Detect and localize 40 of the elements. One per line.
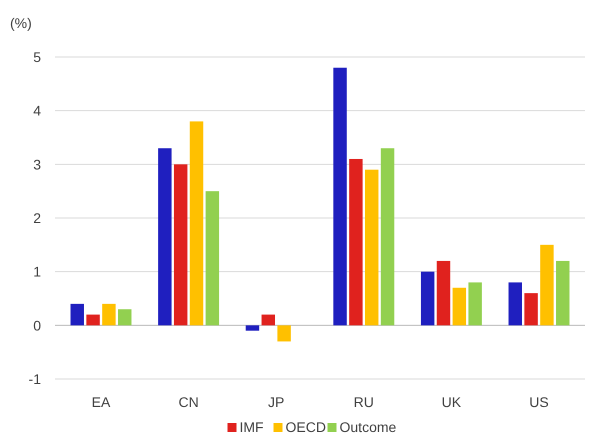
y-tick-label: 5 [33, 49, 42, 65]
x-tick-label: EA [92, 394, 111, 410]
bar [380, 148, 394, 326]
bar [102, 304, 116, 326]
bar [508, 282, 522, 326]
y-tick-label: 2 [33, 210, 42, 226]
bar [420, 272, 434, 326]
bar [468, 282, 482, 326]
y-tick-label: -1 [28, 371, 42, 387]
x-tick-label: US [529, 394, 549, 410]
x-tick-label: CN [178, 394, 199, 410]
y-tick-label: 1 [33, 264, 42, 280]
y-axis-title: (%) [10, 15, 32, 31]
bar [364, 170, 378, 326]
bar [190, 121, 204, 326]
bar [174, 164, 188, 326]
bar [556, 260, 570, 326]
legend-label: OECD [286, 419, 326, 435]
bar [262, 314, 276, 326]
bar [524, 293, 538, 326]
y-tick-label: 4 [33, 102, 42, 119]
y-tick-label: 3 [33, 156, 42, 172]
bar [349, 158, 363, 326]
bar [206, 191, 220, 326]
bar [246, 325, 260, 331]
bar [436, 260, 450, 326]
x-tick-label: UK [442, 394, 462, 410]
bar [333, 68, 347, 326]
legend-label: Outcome [340, 419, 397, 435]
bar [86, 314, 100, 326]
legend-label: IMF [240, 419, 264, 435]
y-tick-label: 0 [33, 317, 42, 334]
x-tick-label: JP [268, 394, 284, 410]
bar [277, 325, 291, 342]
bar [70, 304, 84, 326]
bar [540, 244, 554, 326]
bar [118, 309, 132, 326]
x-tick-label: RU [354, 394, 374, 410]
bar [452, 288, 466, 326]
bar [158, 148, 172, 326]
